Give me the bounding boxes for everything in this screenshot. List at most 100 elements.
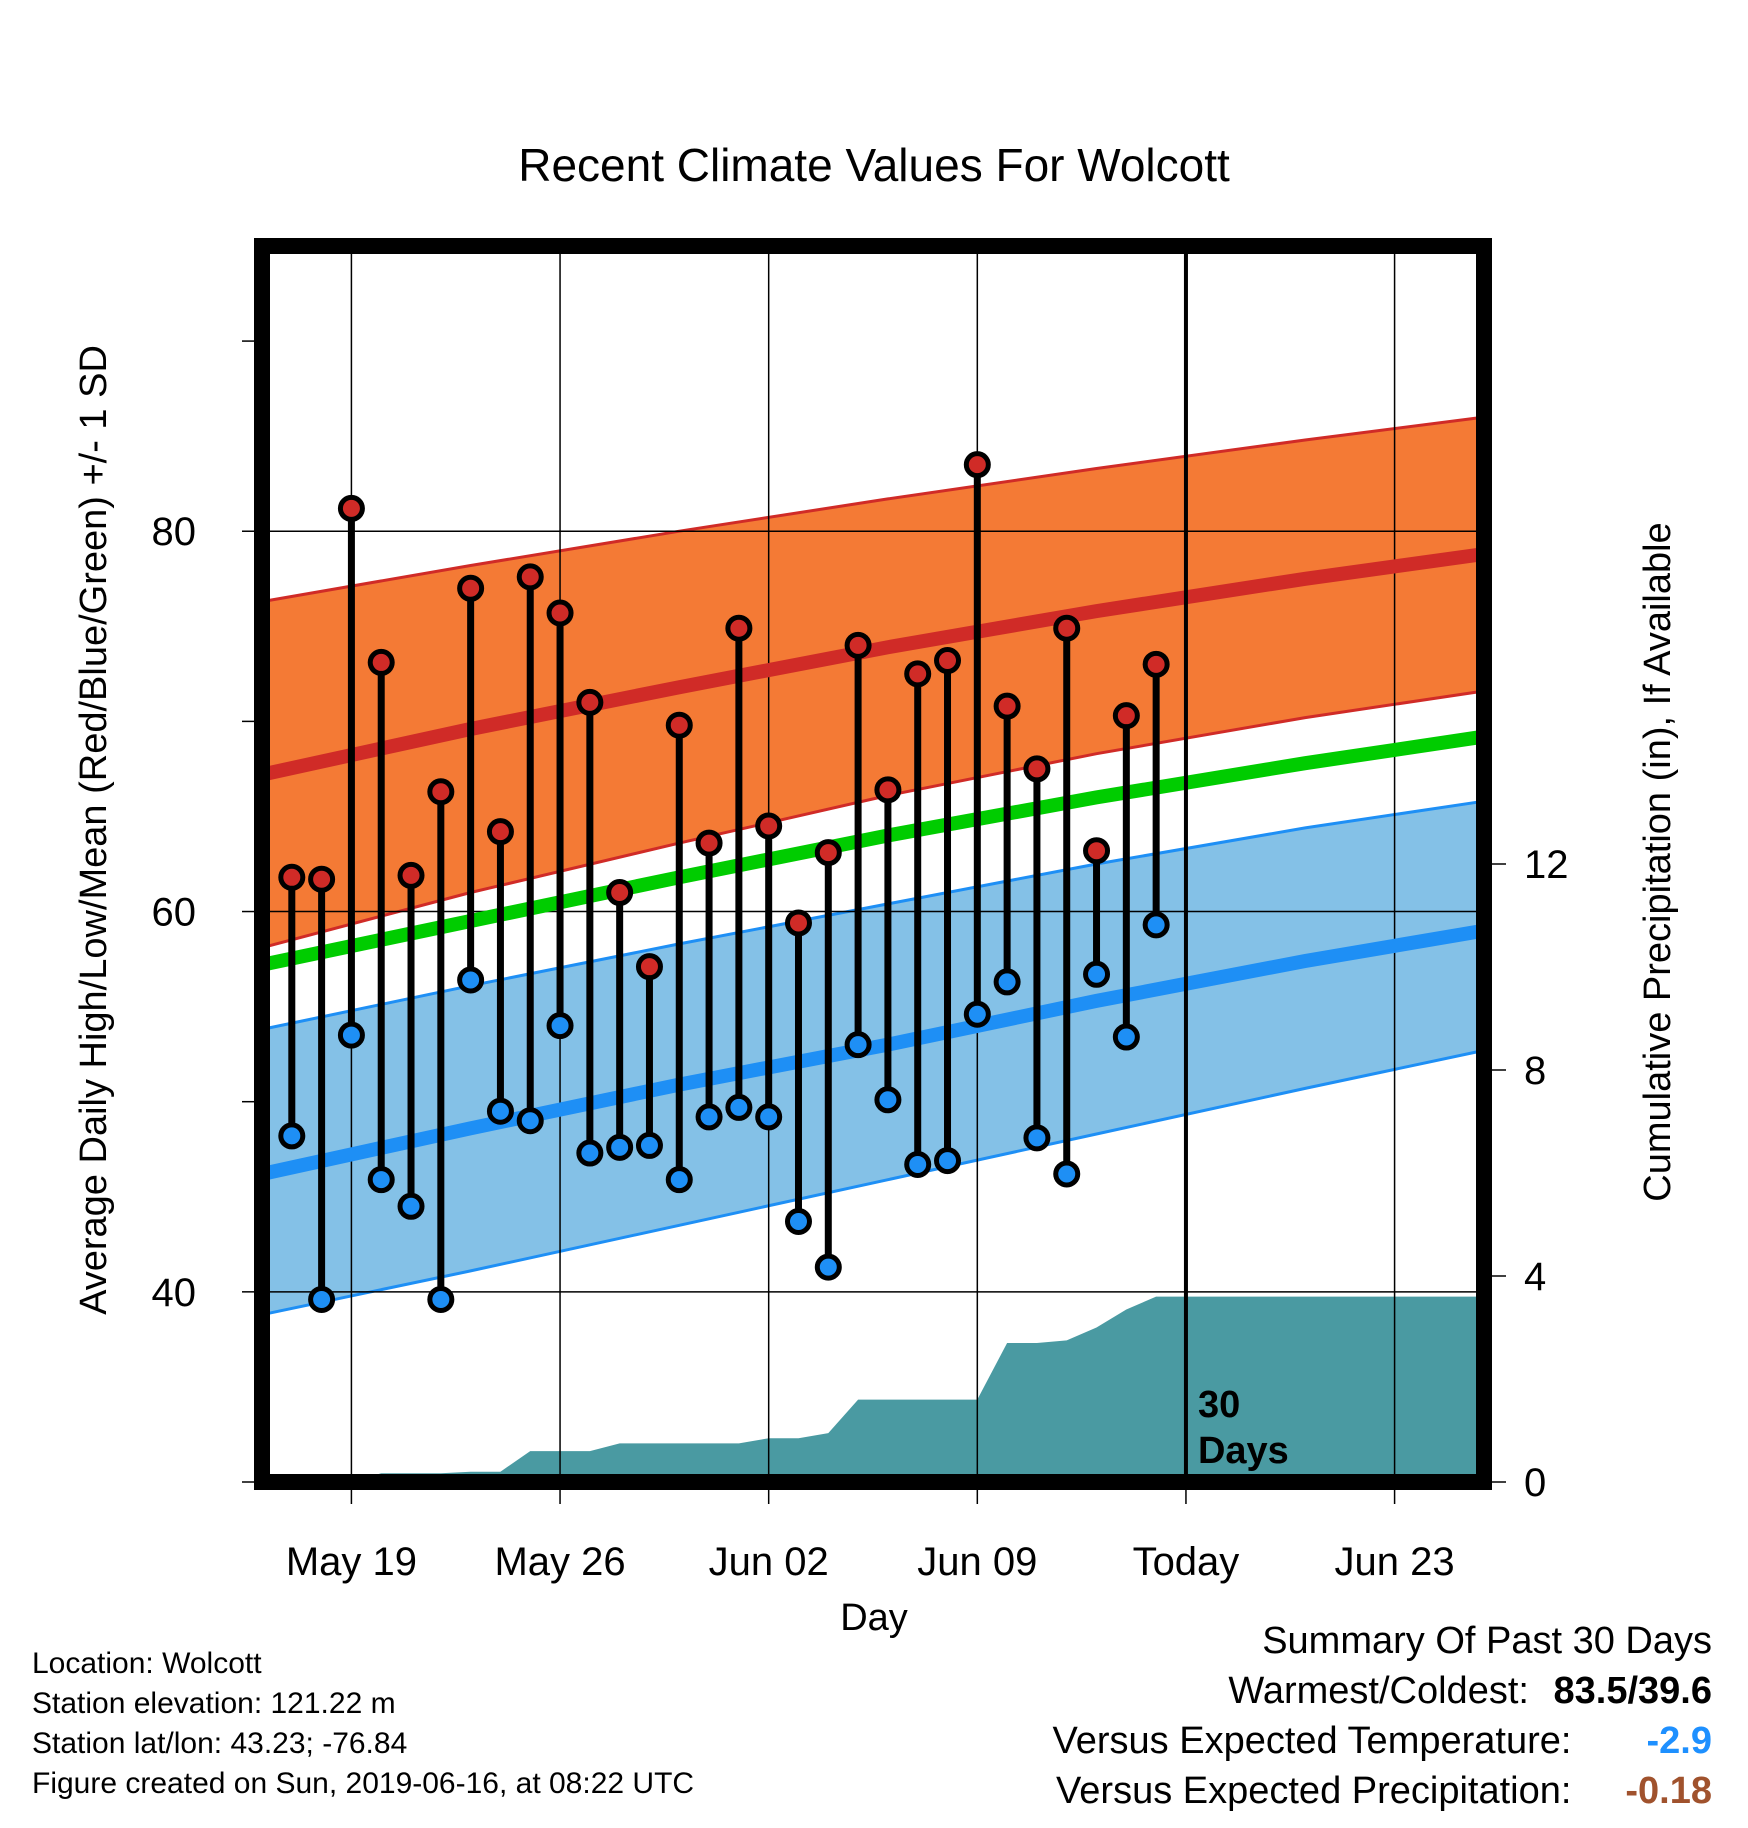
summary-precip: Versus Expected Precipitation: -0.18 xyxy=(1056,1770,1712,1813)
low-point xyxy=(934,1147,962,1175)
high-point xyxy=(397,861,425,889)
high-point xyxy=(1112,702,1140,730)
high-point xyxy=(755,812,783,840)
high-point xyxy=(784,909,812,937)
high-point xyxy=(725,614,753,642)
high-point xyxy=(904,660,932,688)
high-point xyxy=(814,839,842,867)
low-point xyxy=(427,1285,455,1313)
y-tick-label: 60 xyxy=(152,891,197,935)
low-point xyxy=(784,1207,812,1235)
summary-warmest: Warmest/Coldest: 83.5/39.6 xyxy=(1228,1670,1712,1713)
low-point xyxy=(814,1253,842,1281)
high-point xyxy=(606,879,634,907)
warmest-value: 83.5/39.6 xyxy=(1553,1670,1712,1712)
high-point xyxy=(576,688,604,716)
low-point xyxy=(635,1131,663,1159)
low-point xyxy=(963,1000,991,1028)
high-plus-sd-line xyxy=(261,415,1485,604)
x-tick-label: Jun 09 xyxy=(917,1540,1037,1584)
warmest-label: Warmest/Coldest: xyxy=(1228,1670,1529,1712)
high-point xyxy=(993,692,1021,720)
high-point xyxy=(874,776,902,804)
high-point xyxy=(516,563,544,591)
high-point xyxy=(1053,614,1081,642)
latlon-text: Station lat/lon: 43.23; -76.84 xyxy=(32,1727,408,1760)
x-axis-label: Day xyxy=(840,1597,908,1639)
low-point xyxy=(278,1122,306,1150)
high-point xyxy=(635,953,663,981)
x-tick-label: Today xyxy=(1133,1540,1240,1584)
y-tick-label: 40 xyxy=(152,1271,197,1315)
x-tick-label: Jun 02 xyxy=(709,1540,829,1584)
precip-value: -0.18 xyxy=(1625,1770,1712,1812)
high-point xyxy=(963,451,991,479)
x-tick-label: May 19 xyxy=(286,1540,417,1584)
high-point xyxy=(1142,650,1170,678)
high-point xyxy=(427,778,455,806)
low-point xyxy=(457,966,485,994)
low-point xyxy=(993,968,1021,996)
summary-temp: Versus Expected Temperature: -2.9 xyxy=(1053,1720,1712,1763)
precip-area xyxy=(262,1296,1484,1482)
plot-frame xyxy=(254,238,1492,1490)
y-axis-label: Average Daily High/Low/Mean (Red/Blue/Gr… xyxy=(73,345,115,1315)
elevation-text: Station elevation: 121.22 m xyxy=(32,1687,396,1720)
chart-title: Recent Climate Values For Wolcott xyxy=(518,139,1230,191)
high-point xyxy=(1023,755,1051,783)
created-text: Figure created on Sun, 2019-06-16, at 08… xyxy=(32,1767,695,1800)
high-point xyxy=(934,647,962,675)
low-point xyxy=(367,1166,395,1194)
high-point xyxy=(337,494,365,522)
summary-heading: Summary Of Past 30 Days xyxy=(1262,1620,1712,1662)
low-point xyxy=(397,1192,425,1220)
station-info: Location: Wolcott Station elevation: 121… xyxy=(32,1644,694,1804)
high-point xyxy=(844,631,872,659)
low-point xyxy=(874,1086,902,1114)
low-point xyxy=(576,1139,604,1167)
high-point xyxy=(278,863,306,891)
low-point xyxy=(904,1150,932,1178)
low-point xyxy=(486,1097,514,1125)
low-point xyxy=(665,1166,693,1194)
low-minus-sd-line xyxy=(261,1048,1485,1317)
high-point xyxy=(546,599,574,627)
temp-value: -2.9 xyxy=(1646,1720,1712,1762)
y2-tick-label: 12 xyxy=(1524,843,1569,887)
high-point xyxy=(457,574,485,602)
low-point xyxy=(308,1285,336,1313)
low-sd-band xyxy=(262,801,1484,1315)
high-point xyxy=(486,818,514,846)
y2-axis-label: Cumulative Precipitation (in), If Availa… xyxy=(1637,522,1679,1201)
x-tick-label: May 26 xyxy=(494,1540,625,1584)
low-point xyxy=(546,1012,574,1040)
low-point xyxy=(695,1103,723,1131)
low-point xyxy=(1023,1124,1051,1152)
today-window-label: Days xyxy=(1198,1430,1289,1472)
today-window-label: 30 xyxy=(1198,1384,1240,1426)
low-point xyxy=(516,1107,544,1135)
y-tick-label: 80 xyxy=(152,510,197,554)
high-point xyxy=(308,865,336,893)
precip-label: Versus Expected Precipitation: xyxy=(1056,1770,1572,1812)
low-point xyxy=(1083,960,1111,988)
high-point xyxy=(367,648,395,676)
location-text: Location: Wolcott xyxy=(32,1647,262,1680)
temp-label: Versus Expected Temperature: xyxy=(1052,1720,1572,1762)
y2-tick-label: 0 xyxy=(1524,1461,1546,1505)
low-point xyxy=(1142,911,1170,939)
low-point xyxy=(755,1103,783,1131)
low-point xyxy=(1112,1023,1140,1051)
low-point xyxy=(844,1031,872,1059)
low-point xyxy=(725,1093,753,1121)
low-point xyxy=(337,1021,365,1049)
y2-tick-label: 4 xyxy=(1524,1255,1546,1299)
low-point xyxy=(1053,1160,1081,1188)
high-point xyxy=(1083,837,1111,865)
high-point xyxy=(665,711,693,739)
x-tick-label: Jun 23 xyxy=(1335,1540,1455,1584)
high-point xyxy=(695,829,723,857)
low-point xyxy=(606,1133,634,1161)
